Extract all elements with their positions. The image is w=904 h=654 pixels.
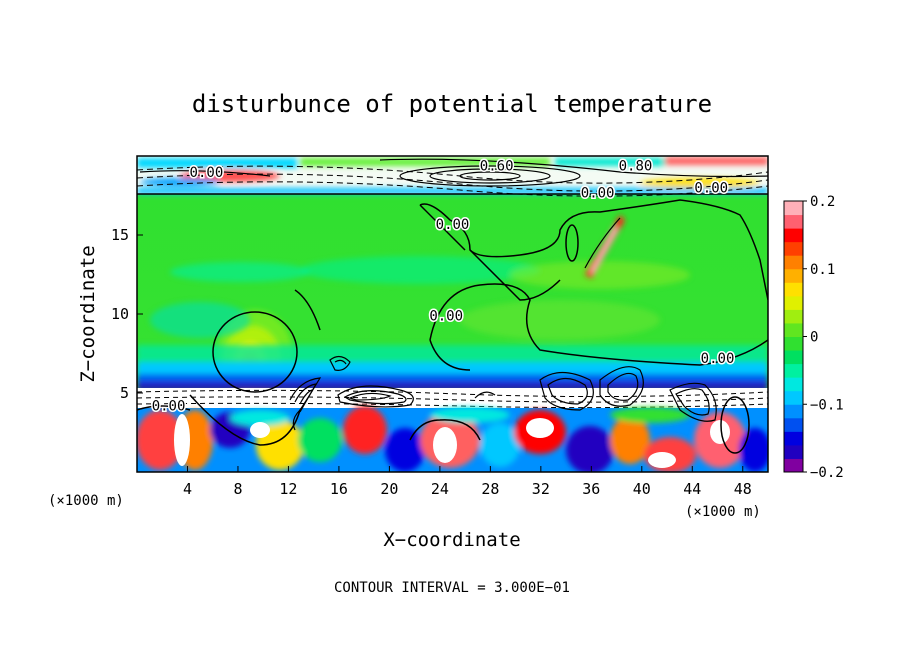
colorbar: 0.2 0.1 0 −0.1 −0.2 [784,194,844,481]
y-axis-label: Z−coordinate [77,245,99,382]
x-unit-left: (×1000 m) [48,493,124,509]
x-unit-right: (×1000 m) [685,504,761,520]
upper-layer-colors [137,157,768,194]
colorbar-swatch [784,458,803,473]
x-tick-label: 32 [532,480,550,498]
contour-interval-note: CONTOUR INTERVAL = 3.000E−01 [334,580,570,596]
x-tick-label: 16 [330,480,348,498]
x-tick-label: 48 [734,480,752,498]
colorbar-swatch [784,390,803,405]
x-tick-label: 44 [683,480,701,498]
colorbar-swatch [784,295,803,310]
x-tick-label: 28 [481,480,499,498]
contour-labels: 0.00 0.60 0.80 0.00 0.00 0.00 0.00 0.00 … [150,157,736,416]
colorbar-tick-label: 0.2 [810,194,835,210]
x-tick-label: 8 [233,480,242,498]
colorbar-swatch [784,214,803,229]
contour-label: 0.00 [694,181,728,197]
y-tick-label: 5 [120,384,129,402]
colorbar-swatch [784,404,803,419]
low-layer-white [174,414,730,468]
y-tick-label: 10 [111,305,129,323]
colorbar-swatch [784,228,803,243]
heatmap-field [137,156,768,472]
x-tick-label: 40 [633,480,651,498]
colorbar-swatch [784,309,803,324]
y-tick-label: 15 [111,226,129,244]
colorbar-swatch [784,201,803,216]
x-axis-label: X−coordinate [383,529,520,551]
colorbar-swatch [784,241,803,256]
y-axis-ticks: 5 10 15 [111,226,143,402]
colorbar-tick-label: −0.1 [810,397,844,413]
colorbar-swatch [784,322,803,337]
x-tick-label: 24 [431,480,449,498]
warm-streak [585,215,625,278]
convective-contours [289,217,717,431]
contour-label: 0.00 [701,351,735,367]
contour-label: 0.80 [619,158,653,174]
chart-title: disturbunce of potential temperature [192,90,712,118]
x-axis-ticks: 4 8 12 16 20 24 28 32 36 40 44 48 [183,466,752,498]
colorbar-swatch [784,350,803,365]
colorbar-swatch [784,336,803,351]
contour-label: 0.00 [581,185,615,201]
colorbar-swatch [784,417,803,432]
white-band-stripes [137,389,768,409]
colorbar-swatch [784,282,803,297]
upper-contours [139,158,768,187]
colorbar-swatch [784,431,803,446]
contour-label: 0.00 [436,217,470,233]
colorbar-tick-label: 0 [810,330,818,346]
colorbar-frame [783,200,804,473]
contour-label: 0.00 [152,399,186,415]
x-tick-label: 36 [582,480,600,498]
colorbar-swatch [784,268,803,283]
colorbar-tick-label: −0.2 [810,465,844,481]
colorbar-swatch [784,255,803,270]
contour-label: 0.00 [429,309,463,325]
colorbar-swatch [784,444,803,459]
x-tick-label: 20 [380,480,398,498]
x-tick-label: 12 [279,480,297,498]
colorbar-tick-label: 0.1 [810,262,835,278]
zero-contours [137,199,768,454]
colorbar-swatch [784,363,803,378]
x-tick-label: 4 [183,480,192,498]
contour-label: 0.60 [480,158,514,174]
colorbar-swatch [784,377,803,392]
contour-label: 0.00 [190,165,224,181]
